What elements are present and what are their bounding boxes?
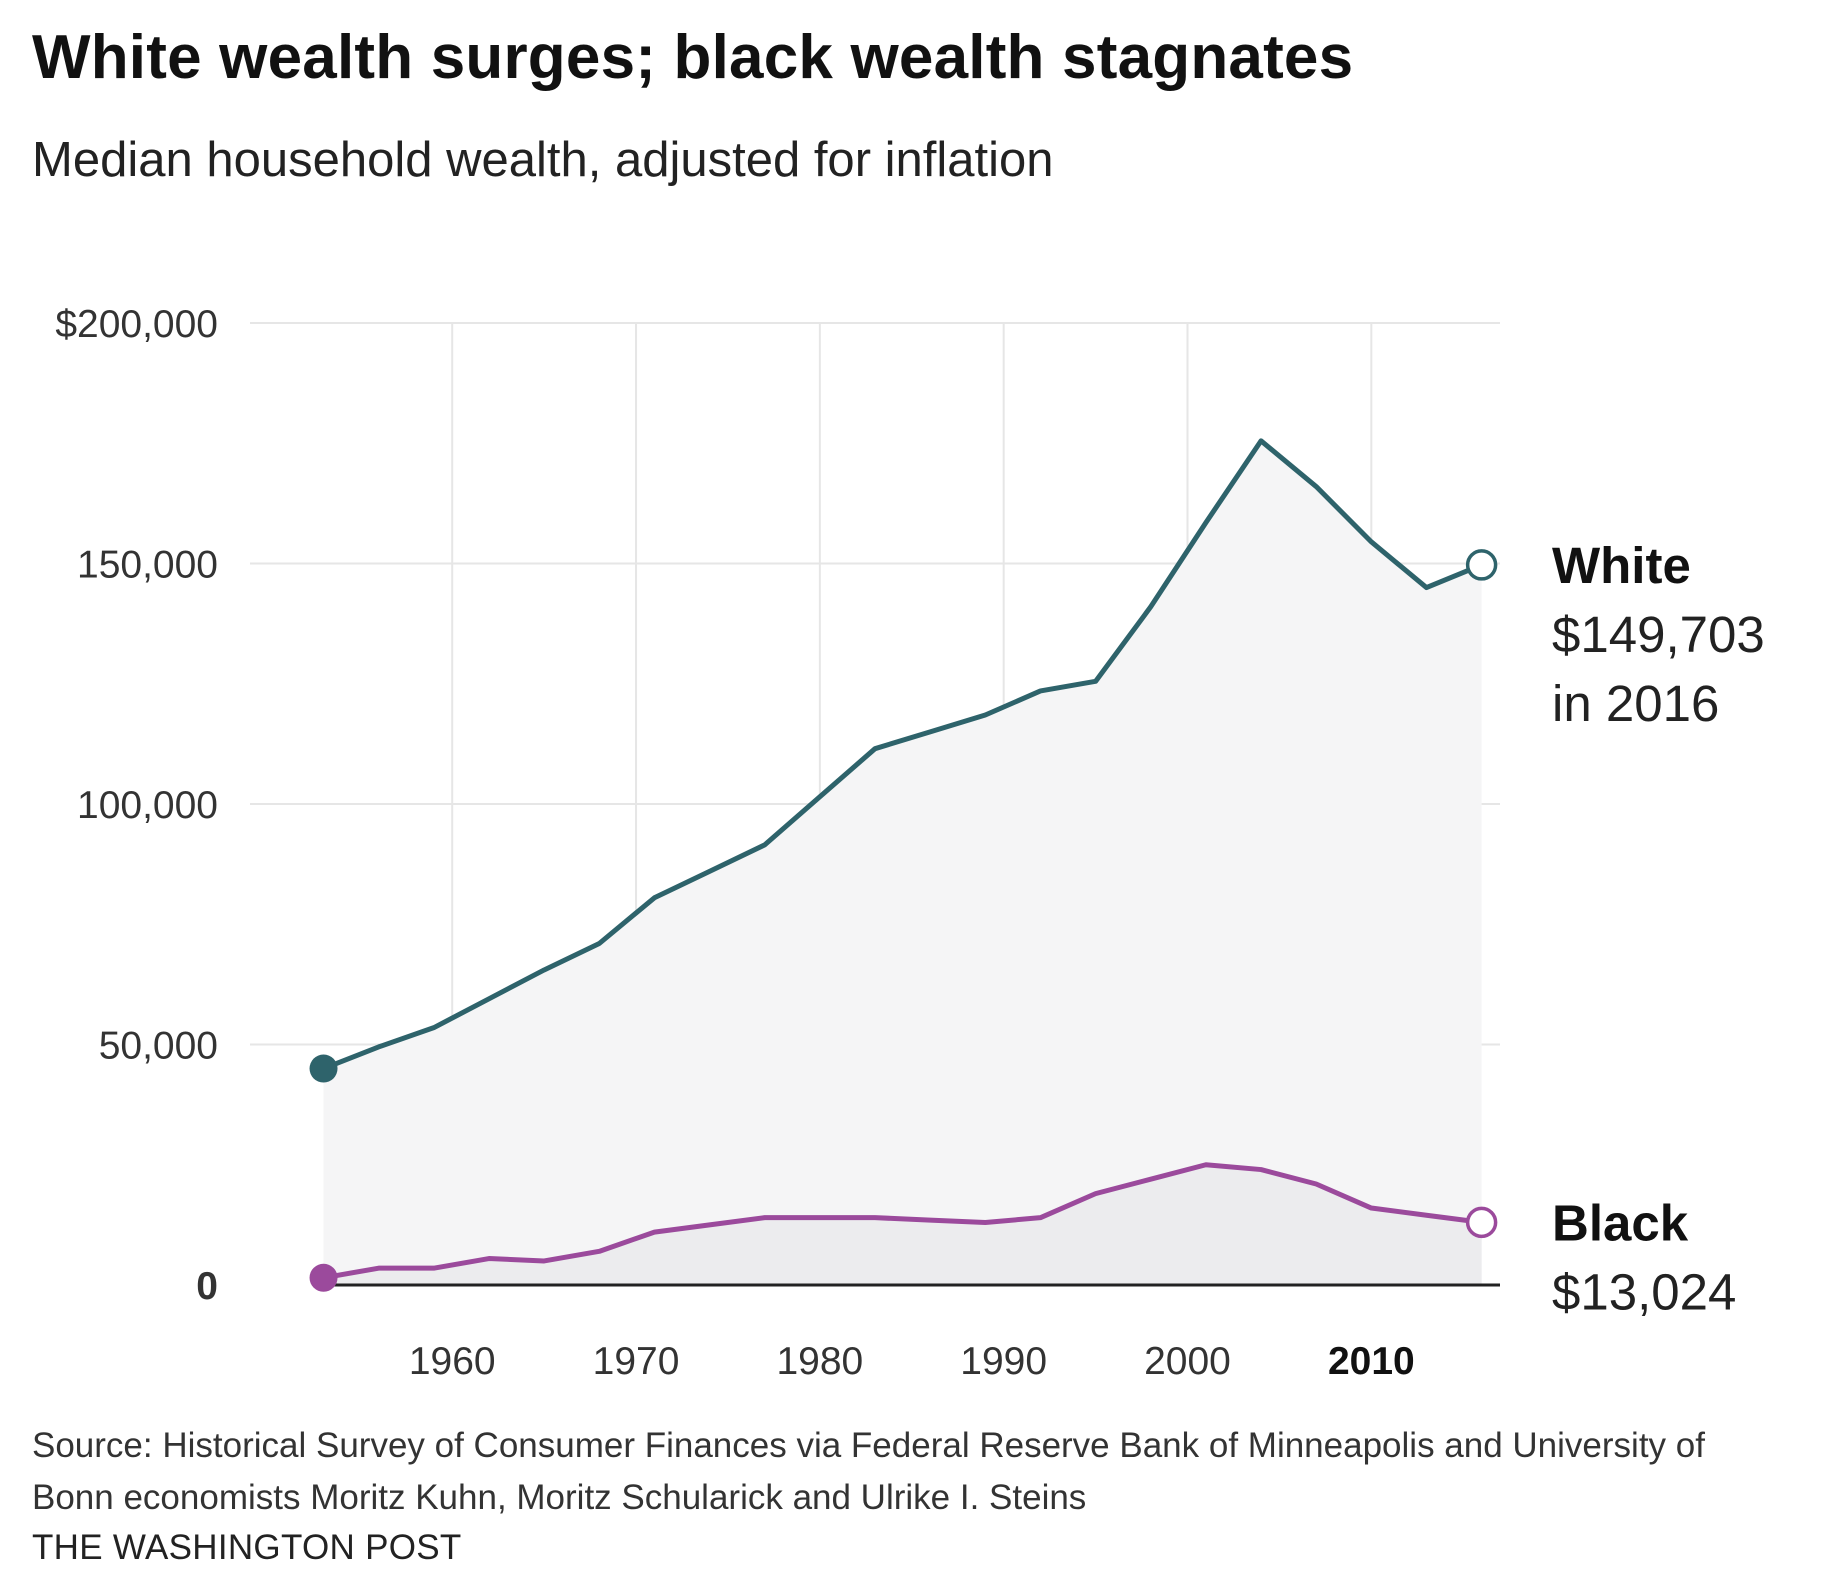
end-label-note: in 2016 <box>1552 675 1719 732</box>
y-tick-label: 0 <box>196 1265 218 1308</box>
end-label-value: $13,024 <box>1552 1263 1736 1320</box>
y-axis-ticks: $200,000 150,000 100,000 50,000 0 <box>55 303 218 1308</box>
x-tick-label: 1980 <box>776 1340 863 1383</box>
x-tick-label: 1970 <box>593 1340 680 1383</box>
end-point-black <box>1465 1206 1498 1239</box>
publisher-credit: THE WASHINGTON POST <box>32 1528 462 1567</box>
area-black <box>323 1164 1482 1285</box>
end-point-white <box>1465 549 1498 581</box>
x-axis-ticks: 1960 1970 1980 1990 2000 2010 <box>409 1340 1415 1383</box>
y-tick-label: $200,000 <box>55 303 218 346</box>
series-line-white <box>321 438 1485 1072</box>
series-markers <box>309 549 1498 1292</box>
x-tick-label: 1960 <box>409 1340 496 1383</box>
y-tick-label: 50,000 <box>99 1025 218 1068</box>
chart-title: White wealth surges; black wealth stagna… <box>32 23 1354 92</box>
series-lines <box>321 438 1485 1281</box>
start-point-black <box>309 1263 338 1292</box>
chart-subtitle: Median household wealth, adjusted for in… <box>32 133 1054 187</box>
x-tick-label: 2010 <box>1328 1340 1415 1383</box>
start-point-white <box>309 1054 338 1083</box>
end-label-value: $149,703 <box>1552 606 1765 663</box>
y-tick-label: 100,000 <box>77 784 218 827</box>
source-note: Source: Historical Survey of Consumer Fi… <box>32 1426 1705 1517</box>
area-fills <box>323 440 1482 1286</box>
x-tick-label: 1990 <box>960 1340 1047 1383</box>
area-white <box>323 440 1482 1286</box>
end-label-name: White <box>1552 537 1691 594</box>
x-tick-label: 2000 <box>1144 1340 1231 1383</box>
y-tick-label: 150,000 <box>77 544 218 587</box>
end-label-name: Black <box>1552 1194 1689 1251</box>
series-line-black <box>321 1162 1485 1281</box>
end-labels: White $149,703 in 2016 Black $13,024 <box>1552 537 1765 1320</box>
